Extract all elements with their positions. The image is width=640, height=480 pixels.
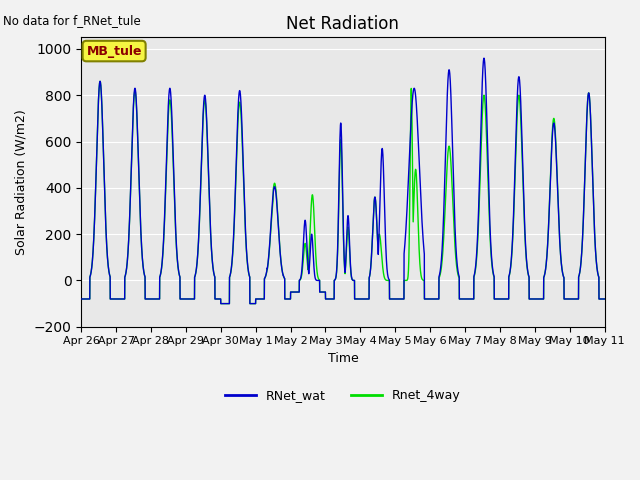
Rnet_4way — [77, 296, 85, 302]
RNet_wat — [600, 296, 608, 302]
RNet_wat — [480, 55, 488, 61]
Rnet_4way — [601, 296, 609, 302]
Text: MB_tule: MB_tule — [86, 45, 142, 58]
Rnet_4way — [323, 296, 331, 302]
Line: Rnet_4way: Rnet_4way — [81, 81, 605, 304]
RNet_wat — [323, 296, 331, 302]
Rnet_4way — [490, 274, 498, 279]
RNet_wat — [172, 216, 179, 221]
Rnet_4way — [600, 296, 608, 302]
RNet_wat — [217, 301, 225, 307]
RNet_wat — [490, 273, 498, 279]
Y-axis label: Solar Radiation (W/m2): Solar Radiation (W/m2) — [15, 109, 28, 255]
RNet_wat — [601, 296, 609, 302]
RNet_wat — [431, 296, 439, 302]
Legend: RNet_wat, Rnet_4way: RNet_wat, Rnet_4way — [220, 384, 466, 408]
Text: No data for f_RNet_tule: No data for f_RNet_tule — [3, 14, 141, 27]
Rnet_4way — [217, 301, 225, 307]
X-axis label: Time: Time — [328, 352, 358, 365]
Rnet_4way — [172, 222, 179, 228]
Rnet_4way — [431, 296, 439, 302]
Title: Net Radiation: Net Radiation — [287, 15, 399, 33]
Line: RNet_wat: RNet_wat — [81, 58, 605, 304]
RNet_wat — [77, 296, 85, 302]
Rnet_4way — [460, 296, 468, 302]
Rnet_4way — [96, 78, 104, 84]
RNet_wat — [460, 296, 468, 302]
